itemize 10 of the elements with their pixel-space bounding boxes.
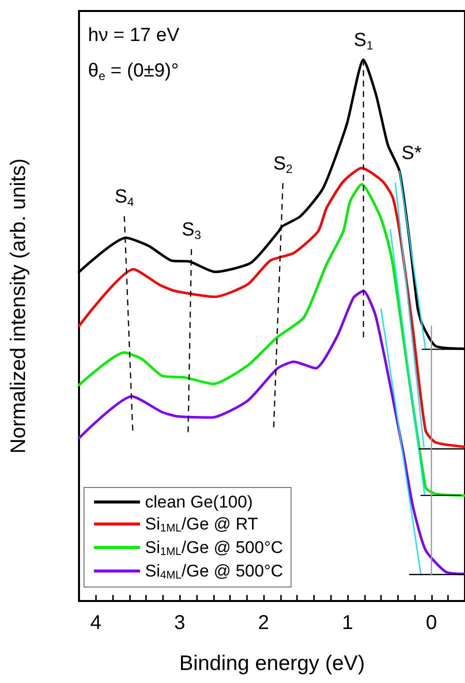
x-tick-label: 0 (426, 612, 437, 634)
annotation: S* (402, 143, 422, 164)
x-tick-label: 2 (258, 612, 270, 634)
y-axis-title: Normalized intensity (arb. units) (7, 158, 30, 454)
text: hν = 17 eV (88, 25, 180, 46)
x-tick-label: 1 (342, 612, 354, 634)
x-axis-title: Binding energy (eV) (179, 652, 365, 675)
x-tick-label: 4 (90, 612, 102, 634)
x-tick-label: 3 (174, 612, 186, 634)
legend-label: clean Ge(100) (145, 492, 253, 512)
